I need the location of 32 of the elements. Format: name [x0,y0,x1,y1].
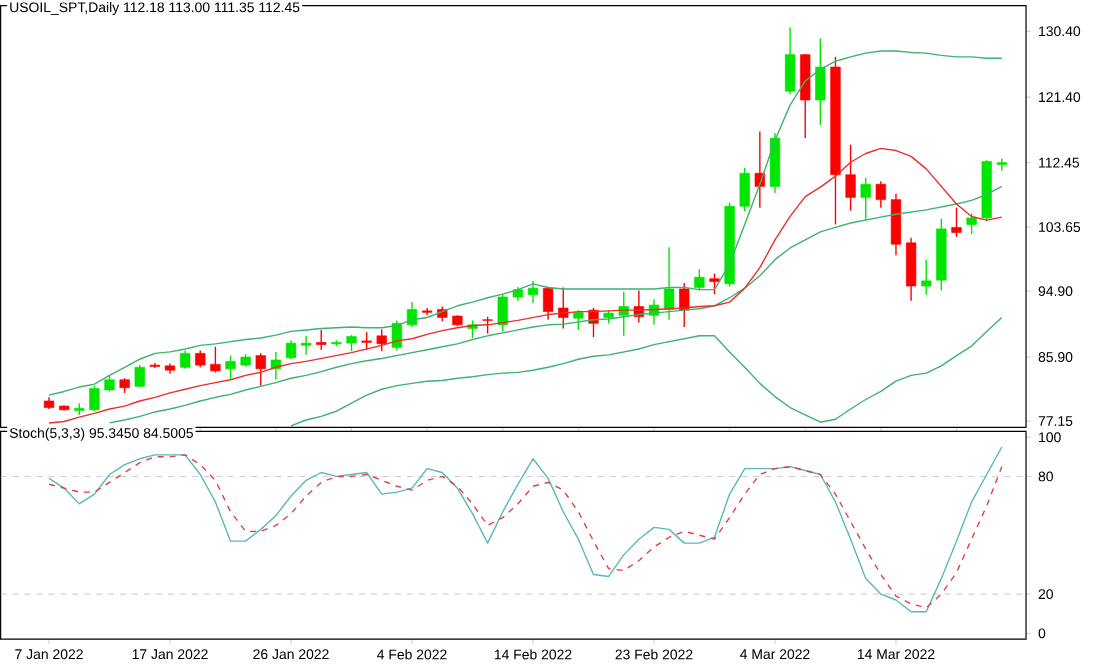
candlestick [694,268,705,292]
candlestick [921,259,932,296]
candlestick [558,287,569,330]
candlestick [210,346,221,374]
candlestick [875,181,886,209]
candlestick [89,385,100,413]
candlestick [754,131,765,209]
candlestick [784,27,796,96]
candlestick [391,320,403,352]
candlestick [527,280,539,304]
candlestick [225,355,236,381]
candlestick [300,335,312,356]
candlestick [966,213,977,236]
candlestick [497,293,508,333]
candlestick [800,53,811,140]
candlestick [542,286,554,321]
candlestick [663,246,675,321]
candlestick [316,329,327,351]
candlestick [285,339,297,361]
candlestick [179,350,191,370]
candlestick [905,237,917,302]
candlestick [890,193,902,257]
candlestick [376,328,387,353]
candlestick [845,144,856,212]
candlestick [573,309,584,332]
candlestick [739,167,750,213]
candlestick [996,158,1007,172]
candlestick [255,353,266,387]
candlestick [951,207,962,239]
candlestick [860,177,871,221]
candlestick [709,273,720,296]
candlestick [815,38,826,127]
